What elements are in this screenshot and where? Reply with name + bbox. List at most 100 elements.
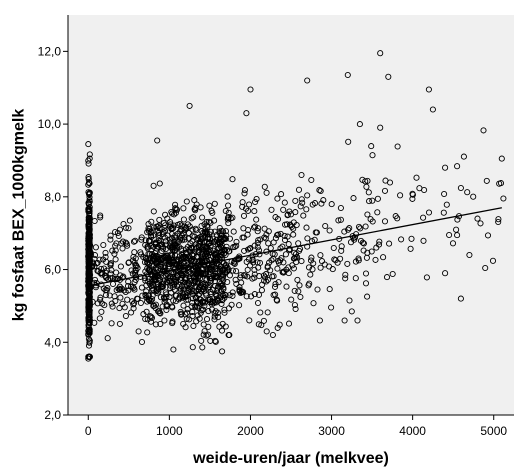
data-point: [274, 324, 281, 331]
data-point: [85, 283, 92, 290]
data-point: [326, 286, 333, 293]
data-point: [109, 303, 116, 310]
data-point: [162, 211, 169, 218]
data-point: [181, 276, 188, 283]
data-point: [124, 282, 132, 290]
data-point: [500, 195, 507, 202]
data-point: [160, 263, 167, 270]
data-point: [211, 316, 218, 323]
data-point: [142, 268, 149, 275]
data-point: [85, 174, 92, 181]
data-point: [352, 275, 359, 282]
data-point: [460, 153, 467, 160]
data-point: [125, 259, 132, 266]
data-point: [169, 259, 177, 266]
data-point: [457, 184, 464, 192]
data-point: [158, 263, 165, 271]
data-point: [85, 342, 93, 349]
data-point: [337, 204, 344, 212]
data-point: [86, 214, 93, 222]
data-point: [240, 212, 248, 219]
data-point: [86, 299, 93, 306]
data-point: [169, 318, 176, 325]
data-point: [215, 239, 222, 246]
data-point: [182, 311, 189, 318]
data-point: [220, 285, 227, 292]
y-tick-label: 4,0: [44, 335, 61, 349]
data-point: [338, 243, 345, 250]
data-point: [241, 247, 248, 254]
data-point: [180, 302, 187, 309]
data-point: [255, 321, 262, 328]
x-tick-label: 4000: [399, 424, 426, 438]
data-point: [394, 143, 401, 150]
data-point: [181, 254, 188, 262]
data-point: [192, 204, 199, 211]
data-point: [172, 205, 179, 212]
data-point: [151, 272, 159, 279]
data-point: [167, 273, 174, 280]
data-point: [91, 276, 99, 283]
data-point: [185, 296, 192, 303]
data-point: [147, 229, 154, 236]
data-point: [161, 317, 168, 324]
data-point: [429, 106, 436, 113]
data-point: [251, 291, 258, 298]
data-point: [233, 268, 240, 275]
data-point: [337, 216, 344, 223]
data-point: [243, 293, 250, 300]
data-point: [305, 282, 312, 289]
data-point: [124, 296, 131, 303]
data-point: [304, 192, 311, 199]
data-point: [291, 301, 298, 309]
data-point: [208, 263, 215, 270]
data-point: [197, 237, 204, 245]
data-point: [154, 137, 161, 144]
data-point: [245, 207, 252, 214]
data-point: [172, 201, 179, 208]
data-point: [264, 309, 271, 316]
data-point: [173, 283, 181, 290]
data-point: [279, 269, 286, 276]
data-point: [207, 268, 214, 276]
data-point: [116, 226, 124, 233]
data-point: [160, 267, 167, 274]
data-point: [366, 198, 373, 205]
data-point: [304, 235, 311, 242]
data-point: [227, 215, 234, 222]
data-point: [209, 275, 216, 282]
data-point: [224, 267, 231, 274]
data-point: [195, 285, 202, 293]
data-point: [368, 143, 375, 150]
data-point: [152, 321, 159, 328]
data-point: [87, 242, 94, 249]
data-point: [114, 275, 122, 282]
data-point: [143, 308, 150, 315]
data-point: [86, 180, 93, 187]
data-point: [167, 221, 174, 228]
data-point: [225, 202, 232, 209]
data-point: [132, 255, 139, 262]
data-point: [356, 121, 363, 128]
data-point: [176, 261, 183, 268]
data-point: [440, 209, 447, 216]
data-point: [345, 138, 352, 145]
data-point: [177, 288, 184, 295]
data-point: [130, 301, 137, 308]
data-point: [104, 335, 111, 342]
data-point: [250, 224, 258, 231]
data-point: [368, 248, 375, 255]
data-point: [126, 217, 133, 224]
data-point: [275, 259, 282, 266]
data-point: [369, 152, 376, 159]
data-point: [219, 348, 226, 355]
y-tick-label: 2,0: [44, 408, 61, 422]
data-point: [116, 320, 123, 327]
data-point: [87, 271, 94, 278]
data-point: [206, 283, 213, 290]
data-point: [223, 243, 230, 250]
data-point: [106, 292, 113, 299]
data-point: [212, 270, 219, 278]
data-point: [180, 216, 187, 223]
data-point: [423, 274, 430, 281]
